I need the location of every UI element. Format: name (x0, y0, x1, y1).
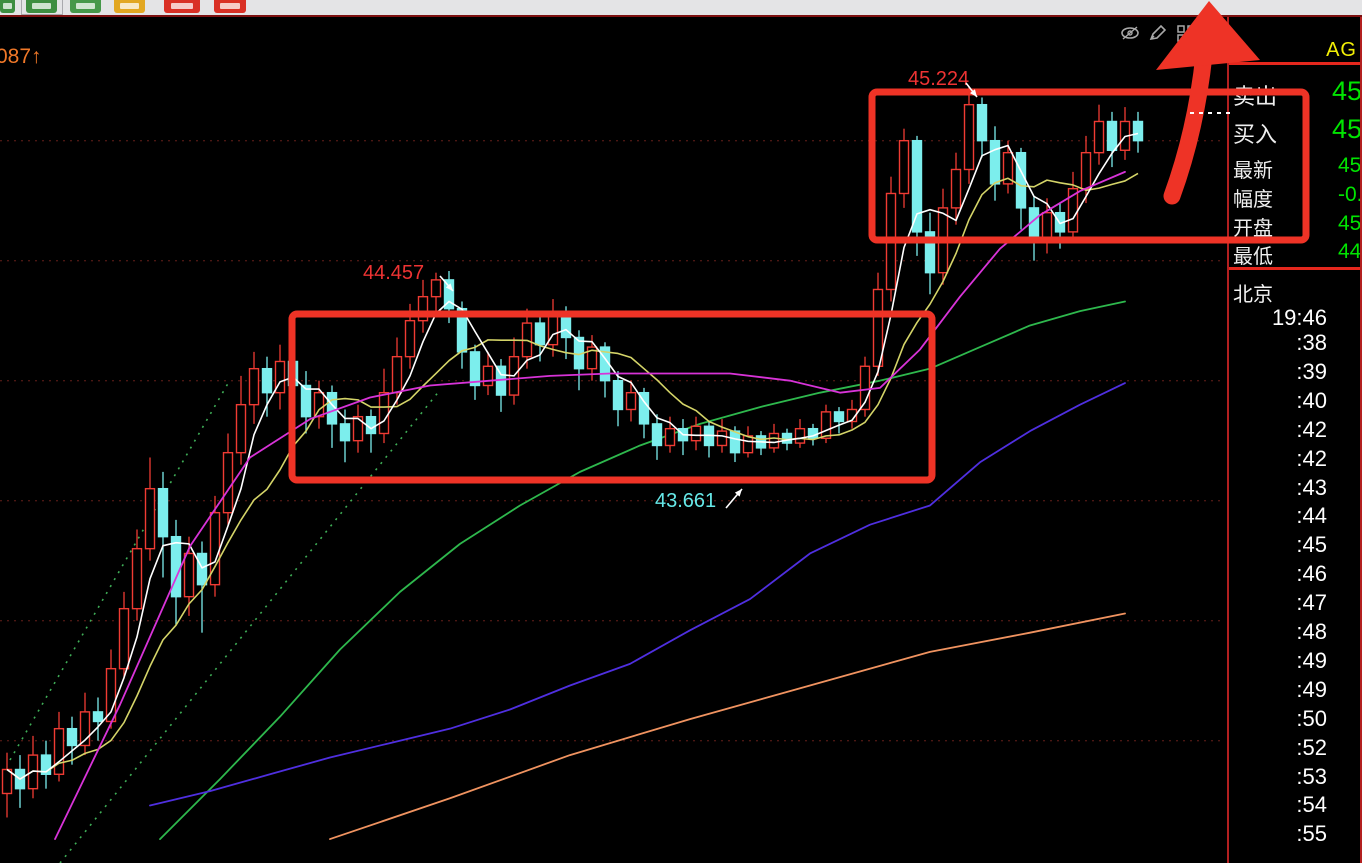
time-list-item: :50 (1296, 705, 1327, 731)
quote-label: 开盘 (1233, 218, 1273, 240)
grid-icon[interactable] (1176, 24, 1196, 42)
time-list-item: :38 (1296, 330, 1327, 355)
window-right-border (1360, 17, 1362, 863)
toolbar-button-glyph (220, 3, 240, 9)
time-list-item: :43 (1296, 474, 1327, 500)
quote-value: 45 (1338, 212, 1362, 235)
toolbar-button-2[interactable] (26, 0, 57, 13)
quote-label: 幅度 (1233, 189, 1273, 211)
time-list-item: :42 (1296, 445, 1327, 471)
quote-value: 45. (1332, 76, 1362, 106)
time-list-item: :49 (1296, 647, 1327, 673)
toolbar-button-frame (21, 0, 63, 15)
quote-value: -0. (1338, 183, 1362, 206)
time-main: 19:46 (1271, 305, 1327, 330)
browser-bookmark-strip (0, 0, 1362, 15)
panel-toggle-icon[interactable] (1204, 24, 1224, 42)
time-list-item: :39 (1296, 358, 1327, 384)
toolbar-button-glyph (76, 3, 95, 9)
toolbar-button-glyph (32, 3, 51, 9)
time-list-item: :45 (1296, 532, 1327, 558)
pencil-icon[interactable] (1148, 24, 1168, 42)
chart-toolbar (1120, 24, 1224, 42)
toolbar-button-3[interactable] (70, 0, 101, 13)
quote-row-最新: 最新 45 (1229, 152, 1362, 182)
time-list-item: :53 (1296, 763, 1327, 789)
toolbar-button-4[interactable] (114, 0, 145, 13)
panel-divider-mid (1229, 267, 1362, 270)
quote-value: 45. (1332, 114, 1362, 144)
window-top-border (0, 15, 1362, 17)
symbol-label: AG (1326, 39, 1357, 61)
time-list-item: :47 (1296, 590, 1327, 616)
panel-divider-top (1229, 62, 1362, 65)
time-list-item: :49 (1296, 676, 1327, 702)
toolbar-button-6[interactable] (214, 0, 246, 13)
toolbar-button-glyph (120, 3, 139, 9)
time-list-item: :46 (1296, 561, 1327, 587)
toolbar-button-glyph (3, 3, 12, 9)
toolbar-button-5[interactable] (164, 0, 200, 13)
quote-row-开盘: 开盘 45 (1229, 210, 1362, 240)
time-list-item: :40 (1296, 387, 1327, 413)
eye-icon[interactable] (1120, 24, 1140, 42)
time-list-item: :55 (1296, 821, 1327, 847)
toolbar-button-glyph (171, 3, 193, 9)
quote-label: 卖出 (1233, 84, 1278, 109)
toolbar-button-1[interactable] (0, 0, 15, 13)
quote-label: 最新 (1233, 160, 1273, 182)
time-list-item: :52 (1296, 734, 1327, 760)
quote-label: 买入 (1233, 122, 1278, 147)
quote-value: 44 (1338, 240, 1362, 263)
time-list-item: :42 (1296, 416, 1327, 442)
quote-row-买入: 买入 45. (1229, 114, 1362, 147)
quote-row-卖出: 卖出 45. (1229, 76, 1362, 109)
time-list-item: :54 (1296, 792, 1327, 818)
time-list-item: :44 (1296, 503, 1327, 529)
price-ticker-partial: 087↑ (0, 45, 42, 68)
quote-value: 45 (1338, 154, 1362, 177)
time-list-item: :48 (1296, 619, 1327, 644)
quote-row-最低: 最低 44 (1229, 238, 1362, 268)
quote-row-幅度: 幅度 -0. (1229, 181, 1362, 211)
quote-label: 最低 (1233, 246, 1273, 268)
timezone-label: 北京 (1233, 284, 1273, 306)
